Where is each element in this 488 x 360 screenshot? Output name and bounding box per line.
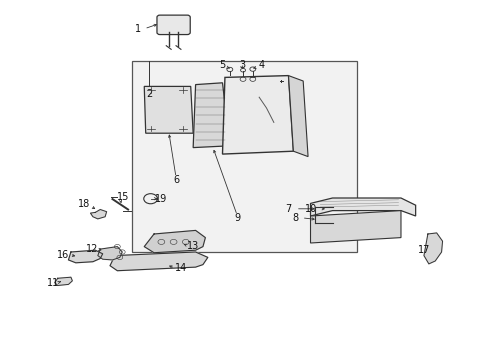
Polygon shape — [144, 230, 205, 253]
Polygon shape — [222, 76, 293, 154]
Text: 3: 3 — [239, 60, 244, 70]
Text: 4: 4 — [258, 60, 264, 70]
Text: 5: 5 — [219, 60, 225, 70]
Text: 10: 10 — [305, 204, 317, 214]
Text: 6: 6 — [173, 175, 179, 185]
Text: 19: 19 — [155, 194, 167, 204]
Polygon shape — [423, 233, 442, 264]
Text: 13: 13 — [186, 240, 199, 251]
Polygon shape — [310, 198, 415, 216]
Text: 15: 15 — [117, 192, 129, 202]
Polygon shape — [68, 250, 102, 263]
Polygon shape — [144, 86, 193, 133]
Text: 1: 1 — [135, 24, 141, 34]
Text: 7: 7 — [285, 204, 291, 214]
Polygon shape — [98, 247, 122, 260]
Polygon shape — [193, 83, 229, 148]
Text: 2: 2 — [146, 89, 152, 99]
Text: 16: 16 — [57, 250, 70, 260]
Text: 17: 17 — [417, 245, 430, 255]
Text: 8: 8 — [292, 213, 298, 223]
Text: 18: 18 — [78, 199, 90, 210]
Polygon shape — [310, 211, 400, 243]
Text: 9: 9 — [234, 213, 240, 223]
Polygon shape — [288, 76, 307, 157]
Text: 12: 12 — [85, 244, 98, 254]
FancyBboxPatch shape — [157, 15, 190, 35]
Text: 11: 11 — [46, 278, 59, 288]
Polygon shape — [55, 277, 72, 285]
Polygon shape — [90, 210, 106, 219]
Polygon shape — [110, 252, 207, 271]
Bar — [132, 61, 356, 252]
Text: 14: 14 — [174, 263, 187, 273]
